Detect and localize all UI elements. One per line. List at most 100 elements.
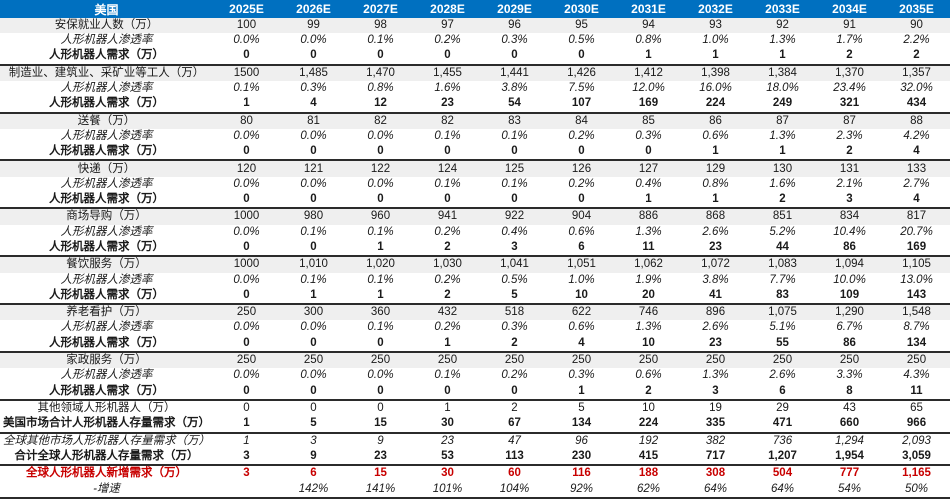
eldercare-robot-demand-cell-2027E: 0 xyxy=(377,336,384,349)
eldercare-penetration-cell-2034E: 6.7% xyxy=(836,321,863,334)
catering-penetration-cell-2030E: 1.0% xyxy=(568,273,595,286)
housekeeping-penetration-label: 人形机器人渗透率 xyxy=(60,369,153,382)
housekeeping-penetration-cell-2035E: 4.3% xyxy=(903,369,930,382)
us-market-total-stock-demand-cell-2025E: 1 xyxy=(243,417,250,430)
express-robot-demand-cell-2031E: 1 xyxy=(645,193,652,206)
industry-penetration-cell-2028E: 1.6% xyxy=(434,82,461,95)
security-penetration-cell-2026E: 0.0% xyxy=(300,34,327,47)
mall-guide-workers-cell-2031E: 886 xyxy=(615,207,682,225)
global-new-demand-cell-2031E: 188 xyxy=(615,464,682,482)
global-other-markets-stock-demand-cell-2033E: 736 xyxy=(749,431,816,449)
security-employment-cell-2033E: 92 xyxy=(749,18,816,34)
catering-workers-cell-2033E: 1,083 xyxy=(749,255,816,273)
express-penetration-cell-2027E: 0.0% xyxy=(367,177,394,190)
global-other-markets-stock-demand-cell-2031E: 192 xyxy=(615,431,682,449)
other-fields-robots-cell-2035E: 65 xyxy=(883,398,950,417)
year-header-2032E: 2032E xyxy=(682,0,749,18)
eldercare-robot-demand-cell-2032E: 23 xyxy=(709,336,722,349)
catering-workers-cell-2025E: 1000 xyxy=(213,255,280,273)
global-new-demand-cell-2034E: 777 xyxy=(816,464,883,482)
growth-rate-row: -增速 142% 141% 101% 104% 92% 62% 64% 64% 54% 50% xyxy=(0,481,950,500)
meal-delivery-workers-cell-2035E: 88 xyxy=(883,111,950,129)
meal-delivery-workers-cell-2029E: 83 xyxy=(481,111,548,129)
security-robot-demand-cell-2028E: 0 xyxy=(444,49,451,62)
meal-delivery-penetration-cell-2025E: 0.0% xyxy=(233,129,260,142)
eldercare-workers-cell-2028E: 432 xyxy=(414,303,481,321)
housekeeping-workers-cell-2028E: 250 xyxy=(414,350,481,369)
global-total-stock-demand-cell-2025E: 3 xyxy=(243,449,250,462)
industry-penetration-cell-2032E: 16.0% xyxy=(699,82,732,95)
industry-penetration-cell-2029E: 3.8% xyxy=(501,82,528,95)
housekeeping-robot-demand-cell-2030E: 1 xyxy=(578,384,585,397)
housekeeping-workers-cell-2029E: 250 xyxy=(481,350,548,369)
eldercare-robot-demand-cell-2034E: 86 xyxy=(843,336,856,349)
eldercare-workers-cell-2026E: 300 xyxy=(280,303,347,321)
housekeeping-penetration-cell-2031E: 0.6% xyxy=(635,369,662,382)
us-market-total-stock-demand-cell-2031E: 224 xyxy=(638,417,659,430)
catering-workers-cell-2029E: 1,041 xyxy=(481,255,548,273)
industry-robot-demand-cell-2031E: 169 xyxy=(638,97,659,110)
global-total-stock-demand-cell-2027E: 23 xyxy=(374,449,387,462)
global-new-demand-label: 全球人形机器人新增需求（万） xyxy=(0,464,213,482)
catering-penetration-cell-2027E: 0.1% xyxy=(367,273,394,286)
industry-workers-cell-2028E: 1,455 xyxy=(414,63,481,82)
mall-guide-penetration-cell-2028E: 0.2% xyxy=(434,225,461,238)
housekeeping-robot-demand-cell-2029E: 0 xyxy=(511,384,518,397)
eldercare-penetration-cell-2028E: 0.2% xyxy=(434,321,461,334)
industry-robot-demand-cell-2026E: 4 xyxy=(310,97,317,110)
meal-delivery-penetration-row: 人形机器人渗透率 0.0% 0.0% 0.0% 0.1% 0.1% 0.2% 0.3% 0.6%… xyxy=(0,129,950,144)
security-employment-cell-2031E: 94 xyxy=(615,18,682,34)
other-fields-robots-row: 其他领域人形机器人（万） 0 0 0 1 2 5 10 19 29 43 65 xyxy=(0,398,950,417)
catering-robot-demand-cell-2035E: 143 xyxy=(906,288,927,301)
security-robot-demand-cell-2032E: 1 xyxy=(712,49,719,62)
mall-guide-robot-demand-row: 人形机器人需求（万） 0 0 1 2 3 6 11 23 44 86 169 xyxy=(0,240,950,256)
meal-delivery-penetration-cell-2034E: 2.3% xyxy=(836,129,863,142)
security-penetration-cell-2034E: 1.7% xyxy=(836,34,863,47)
security-employment-cell-2028E: 97 xyxy=(414,18,481,34)
growth-rate-cell-2032E: 64% xyxy=(682,481,749,500)
other-fields-robots-cell-2033E: 29 xyxy=(749,398,816,417)
eldercare-robot-demand-row: 人形机器人需求（万） 0 0 0 1 2 4 10 23 55 86 134 xyxy=(0,336,950,352)
us-market-total-stock-demand-cell-2034E: 660 xyxy=(839,417,860,430)
security-penetration-cell-2029E: 0.3% xyxy=(501,34,528,47)
security-robot-demand-cell-2030E: 0 xyxy=(578,49,585,62)
industry-penetration-label: 人形机器人渗透率 xyxy=(60,82,153,95)
mall-guide-workers-cell-2034E: 834 xyxy=(816,207,883,225)
housekeeping-robot-demand-cell-2035E: 11 xyxy=(910,384,923,397)
housekeeping-workers-cell-2030E: 250 xyxy=(548,350,615,369)
catering-penetration-cell-2035E: 13.0% xyxy=(900,273,933,286)
region-header-cell: 美国 xyxy=(0,0,213,18)
us-market-total-stock-demand-cell-2029E: 67 xyxy=(508,417,521,430)
us-market-total-stock-demand-cell-2035E: 966 xyxy=(906,417,927,430)
mall-guide-robot-demand-label: 人形机器人需求（万） xyxy=(49,240,164,253)
meal-delivery-penetration-cell-2031E: 0.3% xyxy=(635,129,662,142)
global-total-stock-demand-cell-2033E: 1,207 xyxy=(768,449,797,462)
mall-guide-penetration-cell-2026E: 0.1% xyxy=(300,225,327,238)
housekeeping-workers-cell-2025E: 250 xyxy=(213,350,280,369)
security-penetration-cell-2033E: 1.3% xyxy=(769,34,796,47)
housekeeping-robot-demand-cell-2033E: 6 xyxy=(779,384,786,397)
eldercare-robot-demand-cell-2030E: 4 xyxy=(578,336,585,349)
express-robot-demand-cell-2025E: 0 xyxy=(243,193,250,206)
eldercare-workers-cell-2034E: 1,290 xyxy=(816,303,883,321)
security-employment-cell-2034E: 91 xyxy=(816,18,883,34)
meal-delivery-robot-demand-cell-2027E: 0 xyxy=(377,145,384,158)
catering-workers-cell-2032E: 1,072 xyxy=(682,255,749,273)
express-robot-demand-cell-2032E: 1 xyxy=(712,193,719,206)
eldercare-penetration-cell-2035E: 8.7% xyxy=(903,321,930,334)
meal-delivery-penetration-cell-2035E: 4.2% xyxy=(903,129,930,142)
housekeeping-robot-demand-cell-2027E: 0 xyxy=(377,384,384,397)
mall-guide-penetration-cell-2032E: 2.6% xyxy=(702,225,729,238)
security-robot-demand-cell-2026E: 0 xyxy=(310,49,317,62)
us-market-total-stock-demand-cell-2033E: 471 xyxy=(772,417,793,430)
housekeeping-workers-cell-2034E: 250 xyxy=(816,350,883,369)
meal-delivery-workers-cell-2031E: 85 xyxy=(615,111,682,129)
express-penetration-cell-2031E: 0.4% xyxy=(635,177,662,190)
housekeeping-penetration-cell-2034E: 3.3% xyxy=(836,369,863,382)
growth-rate-cell-2025E xyxy=(213,481,280,500)
global-new-demand-row: 全球人形机器人新增需求（万） 3 6 15 30 60 116 188 308 504 777 1,1… xyxy=(0,464,950,482)
global-other-markets-stock-demand-cell-2025E: 1 xyxy=(213,431,280,449)
security-penetration-label: 人形机器人渗透率 xyxy=(60,34,153,47)
express-robot-demand-cell-2028E: 0 xyxy=(444,193,451,206)
